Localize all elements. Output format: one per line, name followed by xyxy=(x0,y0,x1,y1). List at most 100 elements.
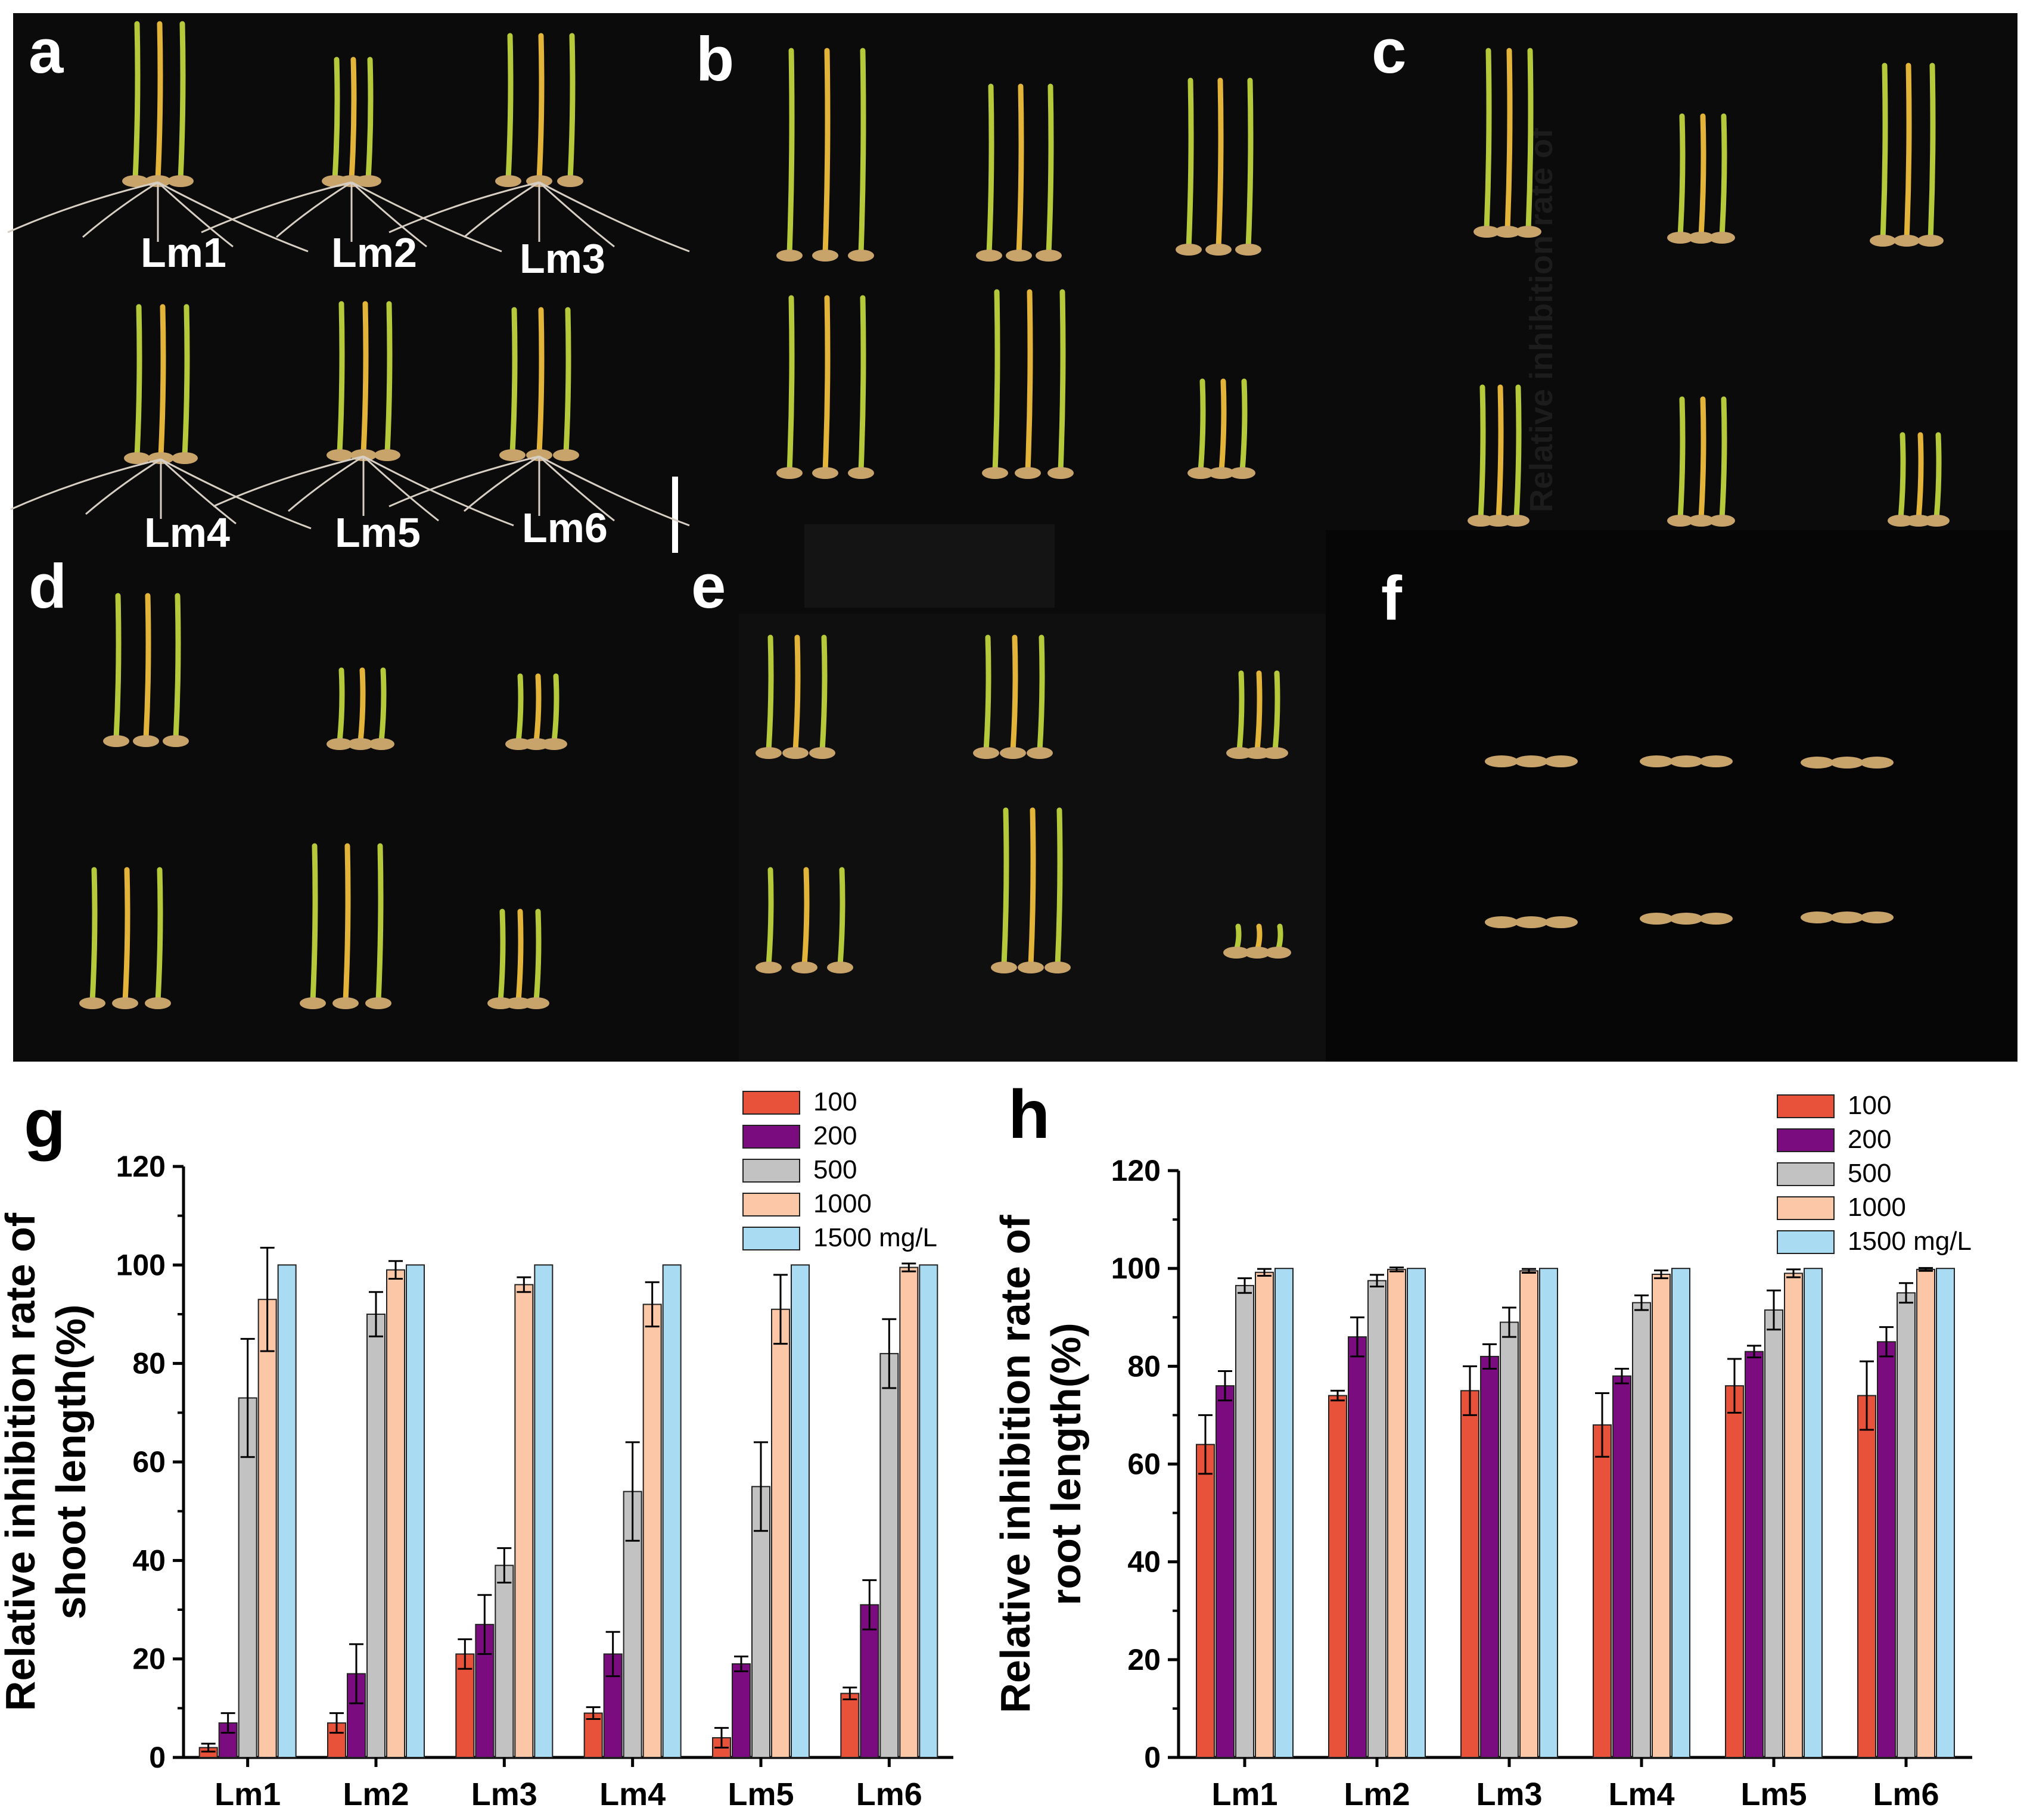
seedling-shoot xyxy=(822,295,831,474)
seedling-root xyxy=(10,458,161,511)
photo-label-lm4: Lm4 xyxy=(144,509,230,556)
seedling-root xyxy=(82,181,158,238)
seedling-shoot xyxy=(1254,670,1263,754)
seed xyxy=(809,747,835,759)
seed xyxy=(1265,947,1291,959)
seed xyxy=(495,175,521,187)
seedling-shoot xyxy=(822,48,831,256)
bar-lm2-500 xyxy=(366,1314,386,1758)
seed xyxy=(523,997,549,1009)
y-axis-title-line2: root length(%) xyxy=(1043,1323,1089,1605)
seedling-shoot xyxy=(786,295,795,474)
bar-lm3-100 xyxy=(1460,1390,1479,1758)
seed xyxy=(1515,226,1541,238)
seed xyxy=(347,738,374,750)
seed xyxy=(1923,515,1950,527)
seedling-shoot xyxy=(113,593,122,742)
x-tick-label-lm4: Lm4 xyxy=(1608,1777,1674,1812)
seedling-shoot xyxy=(343,843,351,1004)
y-axis-title-line1: Relative inhibition rate of xyxy=(0,1212,43,1711)
bar-lm5-200 xyxy=(1745,1351,1764,1758)
bar-lm1-1500 xyxy=(1274,1268,1294,1759)
seedling-shoot xyxy=(173,593,181,742)
seedling-shoot xyxy=(143,593,151,742)
bar-lm2-1000 xyxy=(1387,1268,1406,1758)
legend-swatch xyxy=(742,1091,800,1115)
seed xyxy=(1244,947,1270,959)
seedling-shoot xyxy=(1698,113,1706,238)
seed xyxy=(79,997,105,1009)
seed xyxy=(368,738,394,750)
seed xyxy=(541,738,567,750)
seedling-shoot xyxy=(1016,83,1024,256)
seed xyxy=(1640,755,1673,767)
seedling-shoot xyxy=(1904,63,1912,241)
seed xyxy=(163,735,189,747)
seed xyxy=(973,747,999,759)
seed xyxy=(1917,235,1944,247)
y-tick-label: 40 xyxy=(1127,1545,1161,1579)
seed xyxy=(756,962,782,973)
seedling-root xyxy=(388,455,540,508)
seedling-shoot xyxy=(134,304,142,459)
seedling-root xyxy=(539,455,690,527)
seedling-shoot xyxy=(858,295,866,474)
seed xyxy=(1208,467,1235,479)
seedling-shoot xyxy=(360,301,369,456)
legend-swatch xyxy=(1777,1128,1835,1152)
bar-lm2-100 xyxy=(1328,1395,1347,1758)
y-tick-label: 60 xyxy=(132,1445,166,1479)
seedling-root xyxy=(160,458,312,530)
legend-swatch xyxy=(742,1159,800,1183)
seedling-shoot xyxy=(533,909,542,1004)
legend-label: 1500 mg/L xyxy=(813,1223,937,1252)
seed xyxy=(812,467,838,479)
seed xyxy=(1544,755,1578,767)
seed xyxy=(1515,916,1548,928)
bar-lm6-100 xyxy=(840,1693,860,1759)
bar-lm6-500 xyxy=(879,1353,899,1758)
seed xyxy=(1205,244,1232,256)
seed xyxy=(1473,226,1500,238)
legend-label: 1000 xyxy=(1848,1193,1906,1222)
seed xyxy=(1485,916,1518,928)
bar-lm2-1500 xyxy=(1407,1268,1426,1759)
seedling-shoot xyxy=(132,21,141,182)
seedling-shoot xyxy=(1010,634,1018,754)
seed xyxy=(1699,755,1733,767)
x-tick-label-lm6: Lm6 xyxy=(1873,1777,1939,1812)
bar-lm4-100 xyxy=(1593,1424,1612,1758)
legend-label: 1000 xyxy=(813,1189,872,1218)
seed xyxy=(1494,226,1521,238)
seedling-root xyxy=(85,458,161,515)
y-tick-label: 80 xyxy=(1127,1349,1161,1383)
seedling-shoot xyxy=(792,634,801,754)
legend-label: 100 xyxy=(1848,1091,1891,1120)
seedling-shoot xyxy=(1719,396,1727,521)
bar-lm5-100 xyxy=(1725,1385,1744,1759)
seedling-shoot xyxy=(983,634,991,754)
seedling-shoot xyxy=(536,307,545,456)
panel-letter-f: f xyxy=(1381,564,1403,633)
seed xyxy=(776,250,803,262)
bar-lm1-1000 xyxy=(1255,1271,1274,1759)
panel-letter-a: a xyxy=(29,17,64,86)
legend-label: 100 xyxy=(813,1087,857,1116)
bar-lm5-1500 xyxy=(1804,1268,1823,1759)
x-tick-label-lm3: Lm3 xyxy=(471,1777,537,1812)
seed xyxy=(1229,467,1255,479)
seedling-root xyxy=(538,455,615,522)
seedling-root xyxy=(351,181,502,253)
seedling-shoot xyxy=(1719,113,1727,238)
panel-letter-c: c xyxy=(1372,17,1406,86)
bar-lm1-1500 xyxy=(277,1264,297,1758)
seedling-shoot xyxy=(786,48,795,256)
bar-lm1-200 xyxy=(1215,1385,1235,1759)
seed xyxy=(1801,757,1834,769)
seed xyxy=(355,175,381,187)
y-tick-label: 60 xyxy=(1127,1448,1161,1481)
bar-lm4-500 xyxy=(1632,1302,1651,1758)
seed xyxy=(332,997,359,1009)
bar-lm4-1000 xyxy=(1652,1274,1671,1758)
seed xyxy=(1830,757,1864,769)
